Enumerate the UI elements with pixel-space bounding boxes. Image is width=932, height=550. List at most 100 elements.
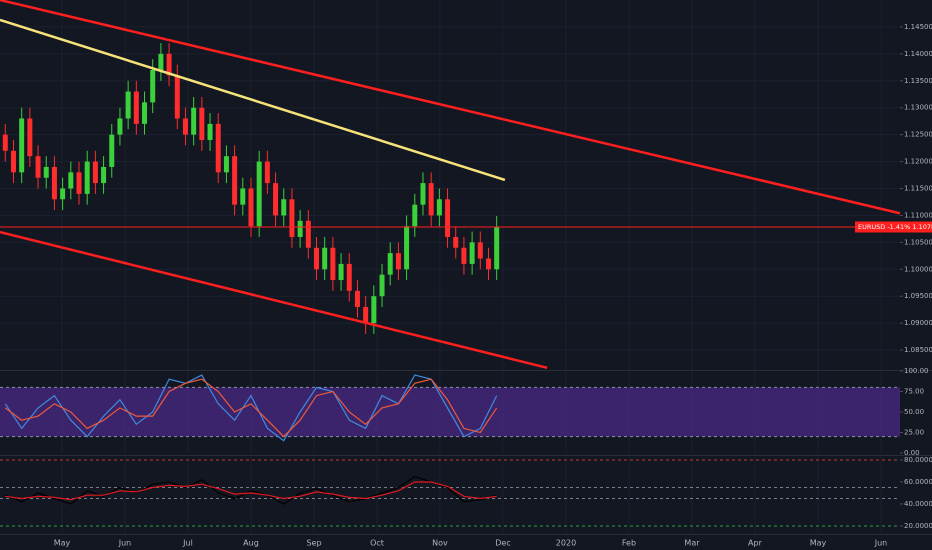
series-line <box>5 475 497 505</box>
y-tick-label: 25.00 <box>904 429 924 437</box>
candle-body <box>240 188 246 205</box>
candle-body <box>371 296 377 324</box>
candle-body <box>469 242 475 264</box>
x-tick-label: Jun <box>118 539 132 548</box>
y-tick-label: 1.14000 <box>904 50 932 58</box>
series-line <box>4 374 498 442</box>
candle-body <box>51 166 57 200</box>
candle-body <box>305 220 311 248</box>
candle-body <box>346 263 352 291</box>
candle-body <box>84 161 90 194</box>
candle-body <box>92 161 98 184</box>
candle-body <box>428 183 434 216</box>
candle-body <box>109 134 115 167</box>
x-tick-label: Sep <box>306 539 321 548</box>
x-tick-label: Feb <box>622 539 636 548</box>
y-tick-label: 1.11500 <box>904 185 932 193</box>
candle-body <box>445 199 451 237</box>
candle-body <box>2 134 8 151</box>
price-label-box <box>855 221 932 233</box>
y-tick-label: 60.000000 <box>904 478 932 486</box>
candle-body <box>494 226 500 270</box>
candle-body <box>68 172 74 189</box>
candle-body <box>453 236 459 248</box>
candle-body <box>35 156 41 178</box>
y-tick-label: 1.10000 <box>904 265 932 273</box>
candle-body <box>207 123 213 141</box>
y-tick-label: 80.000000 <box>904 456 932 464</box>
candle-body <box>133 91 139 124</box>
candle-body <box>395 253 401 270</box>
series-line <box>4 378 498 438</box>
candle-body <box>281 199 287 216</box>
candle-body <box>330 247 336 281</box>
candle-body <box>379 274 385 297</box>
candle-body <box>10 150 16 173</box>
candle-body <box>215 123 221 173</box>
candle-body <box>297 220 303 237</box>
candle-body <box>142 102 148 124</box>
x-tick-label: May <box>810 539 827 548</box>
candle-body <box>264 161 270 184</box>
x-tick-label: Nov <box>432 539 448 548</box>
candle-body <box>232 156 238 205</box>
y-tick-label: 100.00 <box>904 367 929 375</box>
x-tick-label: Mar <box>684 539 700 548</box>
candle-body <box>404 226 410 270</box>
candle-body <box>436 199 442 216</box>
candle-body <box>191 107 197 135</box>
candle-body <box>289 199 295 237</box>
candle-body <box>477 242 483 259</box>
candle-body <box>150 70 156 103</box>
y-tick-label: 75.00 <box>904 388 924 396</box>
trend-line <box>0 230 548 370</box>
y-tick-label: 1.13500 <box>904 77 932 85</box>
y-tick-label: 1.12500 <box>904 131 932 139</box>
x-tick-label: 2020 <box>556 539 576 548</box>
candle-body <box>182 118 188 135</box>
y-tick-label: 40.000000 <box>904 500 932 508</box>
x-tick-label: Aug <box>243 539 259 548</box>
candle-body <box>248 188 254 227</box>
x-tick-label: Dec <box>495 539 510 548</box>
candle-body <box>314 247 320 270</box>
candle-body <box>43 166 49 178</box>
candle-body <box>461 247 467 264</box>
candle-body <box>158 53 164 71</box>
y-tick-label: 1.11000 <box>904 211 932 219</box>
candle-body <box>485 258 491 270</box>
y-tick-label: 0.00 <box>904 449 920 457</box>
price-label: EURUSD -1.41% 1.10785 <box>858 223 932 231</box>
trend-line <box>0 18 506 182</box>
candle-body <box>354 290 360 307</box>
candle-body <box>19 118 25 173</box>
candle-body <box>76 172 82 194</box>
y-tick-label: 1.09500 <box>904 292 932 300</box>
y-tick-label: 20.000000 <box>904 522 932 530</box>
y-tick-label: 1.13000 <box>904 104 932 112</box>
candle-body <box>223 156 229 173</box>
candle-body <box>322 247 328 270</box>
y-tick-label: 1.12000 <box>904 158 932 166</box>
y-tick-label: 1.08500 <box>904 346 932 354</box>
y-tick-label: 50.00 <box>904 408 924 416</box>
candle-body <box>338 263 344 281</box>
candle-body <box>273 183 279 216</box>
candle-body <box>199 107 205 141</box>
x-tick-label: Jul <box>182 539 193 548</box>
x-tick-label: Oct <box>370 539 384 548</box>
series-line <box>5 481 497 501</box>
candle-body <box>387 253 393 275</box>
candle-body <box>412 204 418 227</box>
candle-body <box>60 188 66 200</box>
y-tick-label: 1.14500 <box>904 23 932 31</box>
x-tick-label: May <box>54 539 71 548</box>
candle-body <box>363 306 369 324</box>
x-tick-label: Apr <box>748 539 763 548</box>
y-tick-label: 1.10500 <box>904 238 932 246</box>
candle-body <box>174 75 180 119</box>
candle-body <box>420 183 426 205</box>
candle-body <box>125 91 131 119</box>
